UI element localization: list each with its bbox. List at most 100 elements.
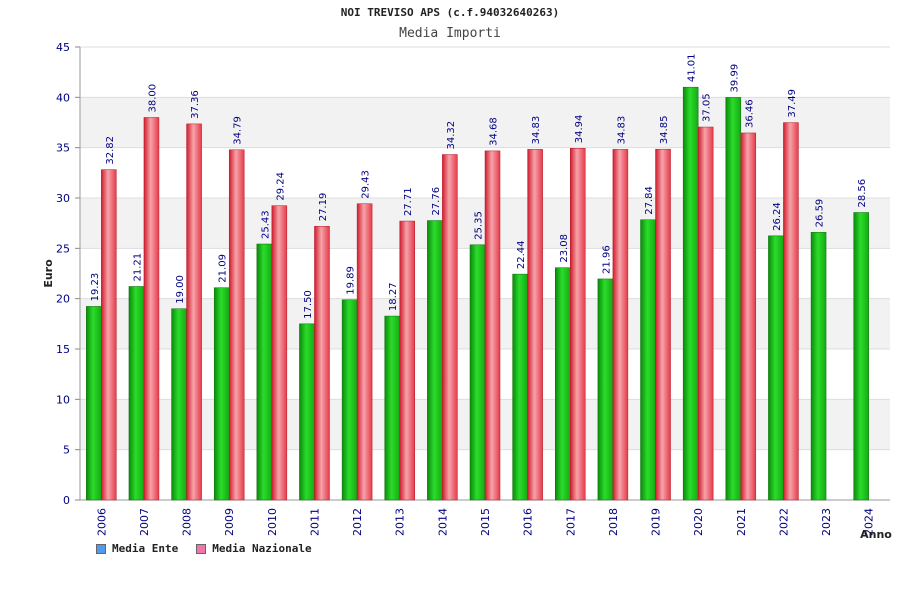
bar-media-ente xyxy=(469,244,486,501)
data-label-ente: 39.99 xyxy=(729,64,740,93)
bar-media-nazionale xyxy=(484,150,501,501)
bar-media-ente xyxy=(810,232,827,501)
x-tick-label: 2021 xyxy=(735,508,748,536)
data-label-ente: 28.56 xyxy=(857,179,868,208)
data-label-nazionale: 34.83 xyxy=(616,116,627,145)
bar-media-ente xyxy=(853,212,869,501)
y-tick-label: 30 xyxy=(56,192,70,205)
bar-media-nazionale xyxy=(228,149,245,501)
data-label-nazionale: 32.82 xyxy=(105,136,116,165)
bar-media-nazionale xyxy=(697,126,714,501)
bar-media-nazionale xyxy=(740,132,757,501)
data-label-ente: 21.21 xyxy=(132,253,143,282)
data-label-ente: 25.35 xyxy=(474,211,485,240)
data-label-nazionale: 34.85 xyxy=(659,116,670,145)
x-tick-label: 2011 xyxy=(308,508,321,536)
x-tick-label: 2013 xyxy=(394,508,407,536)
data-label-nazionale: 34.68 xyxy=(489,117,500,146)
bar-media-nazionale xyxy=(570,148,586,501)
data-label-ente: 25.43 xyxy=(260,210,271,239)
x-tick-label: 2018 xyxy=(607,508,620,536)
bar-media-ente xyxy=(384,315,400,501)
chart-title: NOI TREVISO APS (c.f.94032640263) xyxy=(340,6,560,19)
bar-media-nazionale xyxy=(655,148,671,501)
data-label-nazionale: 34.32 xyxy=(446,121,457,150)
bar-media-nazionale xyxy=(271,205,288,501)
data-label-ente: 23.08 xyxy=(559,234,570,263)
data-label-ente: 19.00 xyxy=(175,275,186,304)
x-tick-label: 2007 xyxy=(138,508,151,536)
data-label-ente: 26.59 xyxy=(815,199,826,228)
x-tick-label: 2009 xyxy=(223,508,236,536)
data-label-ente: 21.09 xyxy=(218,254,229,283)
legend-item-nazionale: Media Nazionale xyxy=(196,542,312,555)
bar-media-ente xyxy=(128,286,145,501)
x-tick-label: 2020 xyxy=(692,508,705,536)
data-label-ente: 27.84 xyxy=(644,186,655,215)
data-label-nazionale: 27.71 xyxy=(403,187,414,216)
bar-media-ente xyxy=(86,306,102,501)
data-label-nazionale: 29.24 xyxy=(275,172,286,201)
data-label-nazionale: 34.83 xyxy=(531,116,542,145)
data-label-ente: 21.96 xyxy=(601,245,612,274)
legend-item-ente: Media Ente xyxy=(96,542,178,555)
y-tick-label: 40 xyxy=(56,91,70,104)
data-label-nazionale: 37.49 xyxy=(787,89,798,118)
bar-media-ente xyxy=(555,267,571,501)
bar-media-ente xyxy=(640,219,656,501)
bar-media-ente xyxy=(299,323,315,501)
bar-media-nazionale xyxy=(356,203,373,501)
data-label-ente: 22.44 xyxy=(516,240,527,269)
y-tick-label: 15 xyxy=(56,343,70,356)
x-tick-label: 2006 xyxy=(95,508,108,536)
legend-label-ente: Media Ente xyxy=(112,542,179,555)
data-label-nazionale: 38.00 xyxy=(147,84,158,113)
bar-media-ente xyxy=(725,97,742,501)
data-label-nazionale: 36.46 xyxy=(744,99,755,128)
bar-media-ente xyxy=(256,243,273,501)
data-label-nazionale: 37.36 xyxy=(190,90,201,119)
y-tick-label: 45 xyxy=(56,41,70,54)
bar-media-nazionale xyxy=(101,169,117,501)
x-tick-label: 2014 xyxy=(436,508,449,536)
bar-media-nazionale xyxy=(527,149,543,501)
legend-label-nazionale: Media Nazionale xyxy=(212,542,312,555)
chart-subtitle: Media Importi xyxy=(399,26,501,41)
x-tick-label: 2008 xyxy=(181,508,194,536)
data-label-nazionale: 37.05 xyxy=(702,93,713,122)
x-tick-label: 2010 xyxy=(266,508,279,536)
bar-media-ente xyxy=(512,273,528,501)
grid-band xyxy=(80,47,890,98)
bar-media-ente xyxy=(213,287,230,501)
bar-media-ente xyxy=(768,235,784,501)
data-label-ente: 41.01 xyxy=(687,54,698,83)
bar-media-nazionale xyxy=(442,154,458,501)
x-tick-label: 2012 xyxy=(351,508,364,536)
bar-media-ente xyxy=(597,278,614,501)
data-label-ente: 26.24 xyxy=(772,202,783,231)
x-tick-label: 2023 xyxy=(820,508,833,536)
data-label-ente: 17.50 xyxy=(303,290,314,319)
data-label-nazionale: 34.94 xyxy=(574,115,585,144)
data-label-ente: 18.27 xyxy=(388,282,399,311)
bar-media-ente xyxy=(682,86,699,501)
y-tick-label: 35 xyxy=(56,142,70,155)
bar-media-nazionale xyxy=(783,122,799,501)
x-axis-label: Anno xyxy=(860,528,892,541)
x-tick-label: 2019 xyxy=(650,508,663,536)
x-tick-label: 2016 xyxy=(522,508,535,536)
x-tick-label: 2022 xyxy=(777,508,790,536)
bar-media-nazionale xyxy=(612,149,629,501)
y-tick-label: 25 xyxy=(56,242,70,255)
y-tick-label: 5 xyxy=(63,444,70,457)
x-tick-label: 2024 xyxy=(863,508,876,536)
data-label-ente: 19.23 xyxy=(90,273,101,302)
bar-media-nazionale xyxy=(314,226,330,501)
legend: Media Ente Media Nazionale xyxy=(96,542,312,555)
legend-swatch-ente xyxy=(96,543,106,554)
bar-media-ente xyxy=(427,220,443,501)
bar-media-nazionale xyxy=(186,123,202,501)
y-tick-label: 20 xyxy=(56,293,70,306)
